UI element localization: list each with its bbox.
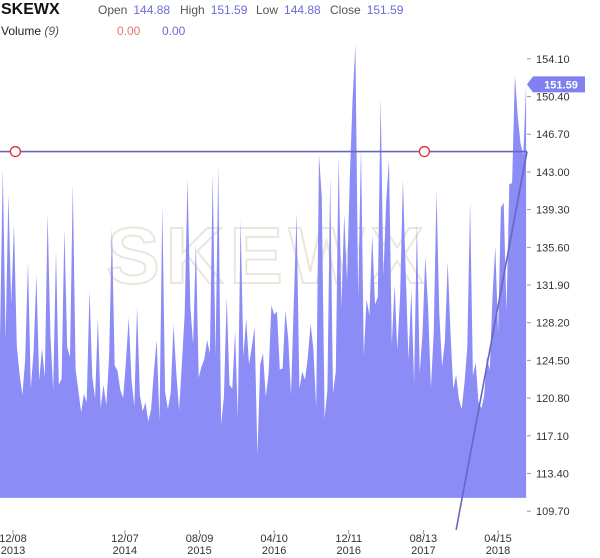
- close-label: Close: [330, 3, 361, 17]
- x-tick-year: 2017: [411, 545, 435, 557]
- y-tick-label: 117.10: [536, 431, 569, 443]
- x-tick-month: 12/07: [111, 533, 139, 545]
- y-tick-label: 154.10: [536, 54, 570, 66]
- volume-label: Volume: [1, 24, 42, 38]
- low-value: 144.88: [284, 3, 321, 17]
- low-readout: Low 144.88: [256, 3, 321, 17]
- close-value: 151.59: [366, 3, 404, 17]
- open-readout: Open 144.88: [98, 3, 170, 17]
- last-price-label: 151.59: [544, 79, 578, 91]
- open-value: 144.88: [133, 3, 171, 17]
- high-readout: High 151.59: [180, 3, 247, 17]
- x-tick-month: 08/09: [186, 533, 214, 545]
- x-tick-month: 04/10: [260, 533, 288, 545]
- y-tick-label: 146.70: [536, 129, 570, 141]
- line-anchor-marker-1: [9, 145, 22, 158]
- x-tick-year: 2018: [486, 545, 510, 557]
- price-area-series: [0, 44, 527, 498]
- y-tick-label: 135.60: [536, 242, 570, 254]
- y-tick-label: 128.20: [536, 318, 570, 330]
- y-tick-label: 109.70: [536, 506, 570, 518]
- volume-value-2: 0.00: [162, 24, 186, 38]
- x-tick-month: 08/13: [410, 533, 438, 545]
- y-tick-label: 124.50: [536, 355, 570, 367]
- low-label: Low: [256, 3, 279, 17]
- x-tick-year: 2016: [262, 545, 286, 557]
- y-tick-label: 120.80: [536, 393, 570, 405]
- high-value: 151.59: [210, 3, 248, 17]
- high-label: High: [180, 3, 205, 17]
- volume-value-1: 0.00: [117, 24, 141, 38]
- x-tick-year: 2014: [113, 545, 137, 557]
- close-readout: Close 151.59: [330, 3, 403, 17]
- ticker-symbol: SKEWX: [1, 1, 60, 18]
- x-tick-month: 12/08: [0, 533, 27, 545]
- y-tick-label: 150.40: [536, 92, 570, 104]
- volume-readout: Volume (9): [1, 24, 59, 38]
- x-tick-year: 2015: [187, 545, 211, 557]
- volume-period: (9): [44, 24, 60, 38]
- y-tick-label: 139.30: [536, 205, 570, 217]
- x-tick-month: 12/11: [335, 533, 362, 545]
- x-tick-month: 04/15: [484, 533, 512, 545]
- last-price-tag: [527, 76, 585, 93]
- line-anchor-marker-2: [418, 145, 431, 158]
- open-label: Open: [98, 3, 128, 17]
- trend-line: [455, 151, 528, 531]
- y-tick-label: 131.90: [536, 280, 570, 292]
- x-tick-year: 2016: [337, 545, 361, 557]
- y-tick-label: 113.40: [536, 468, 569, 480]
- x-tick-year: 2013: [1, 545, 25, 557]
- y-tick-label: 143.00: [536, 167, 570, 179]
